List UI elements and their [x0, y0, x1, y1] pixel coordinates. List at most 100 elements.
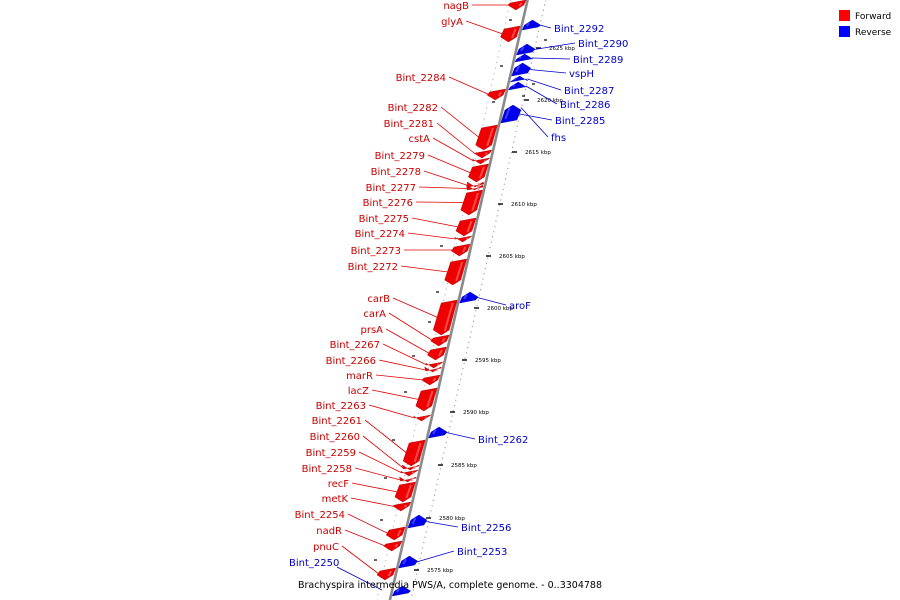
gene-label-bint-2256[interactable]: Bint_2256 — [461, 523, 511, 534]
gene-label-carb[interactable]: carB — [367, 294, 390, 305]
gene-label-bint-2289[interactable]: Bint_2289 — [573, 55, 623, 66]
gene-label-bint-2253[interactable]: Bint_2253 — [457, 547, 507, 558]
gene-feature-bint-2292[interactable] — [521, 19, 541, 31]
gene-feature-shade — [466, 220, 473, 233]
gene-feature-bint-2266[interactable] — [424, 366, 443, 373]
gene-feature-bint-2253[interactable] — [398, 555, 418, 569]
legend-forward-label: Forward — [855, 12, 891, 22]
gene-label-bint-2285[interactable]: Bint_2285 — [555, 116, 605, 127]
gene-feature-glya[interactable] — [500, 25, 521, 43]
gene-label-bint-2274[interactable]: Bint_2274 — [355, 229, 405, 240]
gene-label-bint-2290[interactable]: Bint_2290 — [578, 39, 628, 50]
gene-label-bint-2282[interactable]: Bint_2282 — [388, 103, 438, 114]
gene-feature-bint-2256[interactable] — [407, 514, 428, 529]
gene-feature-shade — [441, 337, 446, 343]
label-leader — [440, 106, 480, 138]
gene-feature-bint-2250[interactable] — [391, 585, 411, 597]
gene-feature-shade — [436, 363, 440, 366]
gene-label-glya[interactable]: glyA — [441, 17, 463, 28]
gene-label-bint-2279[interactable]: Bint_2279 — [375, 151, 425, 162]
gene-feature-bint-2277[interactable] — [466, 184, 484, 191]
gene-label-bint-2261[interactable]: Bint_2261 — [312, 416, 362, 427]
gene-label-prsa[interactable]: prsA — [360, 325, 383, 336]
gene-feature-shade — [525, 22, 530, 27]
gene-feature-nagb[interactable] — [507, 0, 527, 11]
gene-label-marr[interactable]: marR — [346, 371, 373, 382]
gene-label-lacz[interactable]: lacZ — [348, 386, 369, 397]
label-leader — [378, 359, 426, 371]
gene-label-bint-2272[interactable]: Bint_2272 — [348, 262, 398, 273]
gene-feature-shade — [461, 246, 467, 253]
gene-feature-csta[interactable] — [472, 157, 490, 165]
gene-label-recf[interactable]: recF — [328, 479, 350, 490]
gene-label-bint-2278[interactable]: Bint_2278 — [371, 167, 421, 178]
label-leader — [382, 343, 428, 366]
gene-label-bint-2284[interactable]: Bint_2284 — [396, 73, 446, 84]
gene-label-csta[interactable]: cstA — [409, 134, 431, 145]
gene-feature-bint-2259[interactable] — [400, 469, 419, 477]
gene-feature-bint-2254[interactable] — [385, 526, 406, 541]
gene-feature-vsph[interactable] — [511, 62, 531, 77]
scale-tick-label: 2620 kbp — [537, 98, 563, 104]
gene-label-arof[interactable]: aroF — [509, 301, 531, 312]
gene-feature-bint-2262[interactable] — [428, 426, 448, 439]
label-leader — [350, 497, 395, 507]
gene-feature-bint-2290[interactable] — [516, 43, 536, 56]
gene-feature-bint-2267[interactable] — [425, 361, 444, 369]
gene-label-bint-2273[interactable]: Bint_2273 — [351, 246, 401, 257]
gene-feature-shade — [394, 543, 399, 548]
gene-label-nagb[interactable]: nagB — [443, 1, 469, 12]
gene-feature-bint-2260[interactable] — [401, 464, 420, 471]
gene-feature-bint-2273[interactable] — [451, 243, 471, 257]
gene-label-bint-2292[interactable]: Bint_2292 — [554, 24, 604, 35]
gene-feature-bint-2281[interactable] — [473, 149, 493, 159]
gene-feature-shade — [413, 442, 422, 463]
gene-label-metk[interactable]: metK — [322, 494, 349, 505]
gene-feature-arof[interactable] — [459, 291, 479, 304]
gene-label-nadr[interactable]: nadR — [316, 526, 342, 537]
gene-label-bint-2266[interactable]: Bint_2266 — [326, 356, 376, 367]
gene-label-bint-2277[interactable]: Bint_2277 — [366, 183, 416, 194]
gene-feature-bint-2289[interactable] — [514, 53, 534, 63]
gene-label-cara[interactable]: carA — [363, 309, 386, 320]
gene-feature-bint-2286[interactable] — [508, 81, 527, 91]
gene-feature-pnuc[interactable] — [376, 567, 397, 581]
gene-feature-nadr[interactable] — [383, 540, 403, 552]
label-leader — [336, 566, 383, 591]
gene-feature-shade — [465, 237, 469, 240]
gene-label-bint-2260[interactable]: Bint_2260 — [310, 432, 360, 443]
gene-label-bint-2286[interactable]: Bint_2286 — [560, 100, 610, 111]
label-leader — [446, 432, 476, 440]
gene-label-bint-2262[interactable]: Bint_2262 — [478, 435, 528, 446]
gene-feature-bint-2263[interactable] — [413, 414, 431, 422]
gene-label-bint-2263[interactable]: Bint_2263 — [316, 401, 366, 412]
gene-label-bint-2281[interactable]: Bint_2281 — [384, 119, 434, 130]
gene-feature-bint-2278[interactable] — [466, 181, 485, 188]
gene-label-bint-2254[interactable]: Bint_2254 — [295, 510, 345, 521]
gene-feature-bint-2284[interactable] — [486, 88, 507, 101]
gene-feature-bint-2287[interactable] — [510, 75, 528, 83]
gene-label-bint-2287[interactable]: Bint_2287 — [564, 86, 614, 97]
gene-feature-metk[interactable] — [392, 501, 412, 512]
legend-reverse-swatch — [839, 26, 850, 37]
gene-label-vsph[interactable]: vspH — [569, 69, 594, 80]
gene-label-bint-2276[interactable]: Bint_2276 — [363, 198, 413, 209]
gene-feature-cara[interactable] — [430, 334, 450, 347]
gene-labels: nagB glyA Bint_2284 Bint_2282 Bint_2281 cstA B… — [289, 1, 628, 569]
gene-label-bint-2259[interactable]: Bint_2259 — [306, 448, 356, 459]
scale-tick-label: 2580 kbp — [439, 516, 465, 522]
gene-label-fhs[interactable]: fhs — [551, 133, 566, 144]
label-leader — [425, 521, 459, 528]
gene-feature-marr[interactable] — [421, 374, 441, 386]
gene-label-pnuc[interactable]: pnuC — [313, 542, 339, 553]
gene-label-bint-2267[interactable]: Bint_2267 — [330, 340, 380, 351]
gene-label-bint-2258[interactable]: Bint_2258 — [302, 464, 352, 475]
gene-feature-shade — [520, 46, 525, 52]
scale-tick-label: 2605 kbp — [499, 254, 525, 260]
gene-label-bint-2250[interactable]: Bint_2250 — [289, 558, 339, 569]
label-leader — [520, 107, 549, 138]
gene-label-bint-2275[interactable]: Bint_2275 — [359, 214, 409, 225]
gene-feature-bint-2258[interactable] — [399, 476, 417, 483]
gene-feature-prsa[interactable] — [427, 346, 447, 361]
gene-feature-bint-2274[interactable] — [454, 235, 473, 243]
